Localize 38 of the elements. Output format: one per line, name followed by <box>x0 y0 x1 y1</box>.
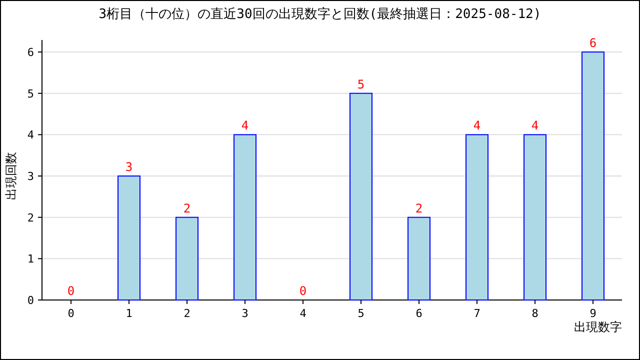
x-tick-label: 3 <box>242 307 248 320</box>
bar <box>524 134 546 300</box>
bar <box>234 134 256 300</box>
data-label: 0 <box>299 284 307 298</box>
y-tick-label: 4 <box>27 128 34 142</box>
x-tick-label: 7 <box>474 307 480 320</box>
data-label: 4 <box>473 118 481 133</box>
x-tick-label: 5 <box>358 307 364 320</box>
x-axis-title: 出現数字 <box>574 320 622 334</box>
data-label: 3 <box>125 160 133 174</box>
data-label: 2 <box>415 201 423 216</box>
x-tick-label: 1 <box>126 307 132 320</box>
data-label: 4 <box>531 118 539 133</box>
y-axis-title: 出現回数 <box>4 152 18 200</box>
x-tick-label: 4 <box>300 307 307 320</box>
data-label: 2 <box>183 201 191 216</box>
y-tick-label: 0 <box>27 294 34 307</box>
x-tick-label: 8 <box>532 307 538 320</box>
x-tick-label: 2 <box>184 307 190 320</box>
bar <box>582 52 604 300</box>
bar <box>466 134 488 300</box>
data-label: 4 <box>241 118 249 133</box>
bar <box>118 176 140 300</box>
y-tick-label: 2 <box>27 211 34 224</box>
y-tick-label: 6 <box>27 46 34 59</box>
y-tick-label: 3 <box>27 170 34 183</box>
x-tick-label: 0 <box>68 307 74 320</box>
data-label: 0 <box>67 284 75 298</box>
bar <box>176 216 198 300</box>
x-tick-label: 6 <box>416 307 422 320</box>
bar <box>408 216 430 300</box>
chart-title: 3桁目（十の位）の直近30回の出現数字と回数(最終抽選日：2025-08-12) <box>98 6 542 22</box>
y-tick-label: 1 <box>27 252 34 266</box>
data-label: 5 <box>357 77 365 92</box>
x-tick-label: 9 <box>590 307 596 320</box>
bar <box>350 92 372 300</box>
y-tick-label: 5 <box>27 87 34 100</box>
data-label: 6 <box>589 36 597 50</box>
